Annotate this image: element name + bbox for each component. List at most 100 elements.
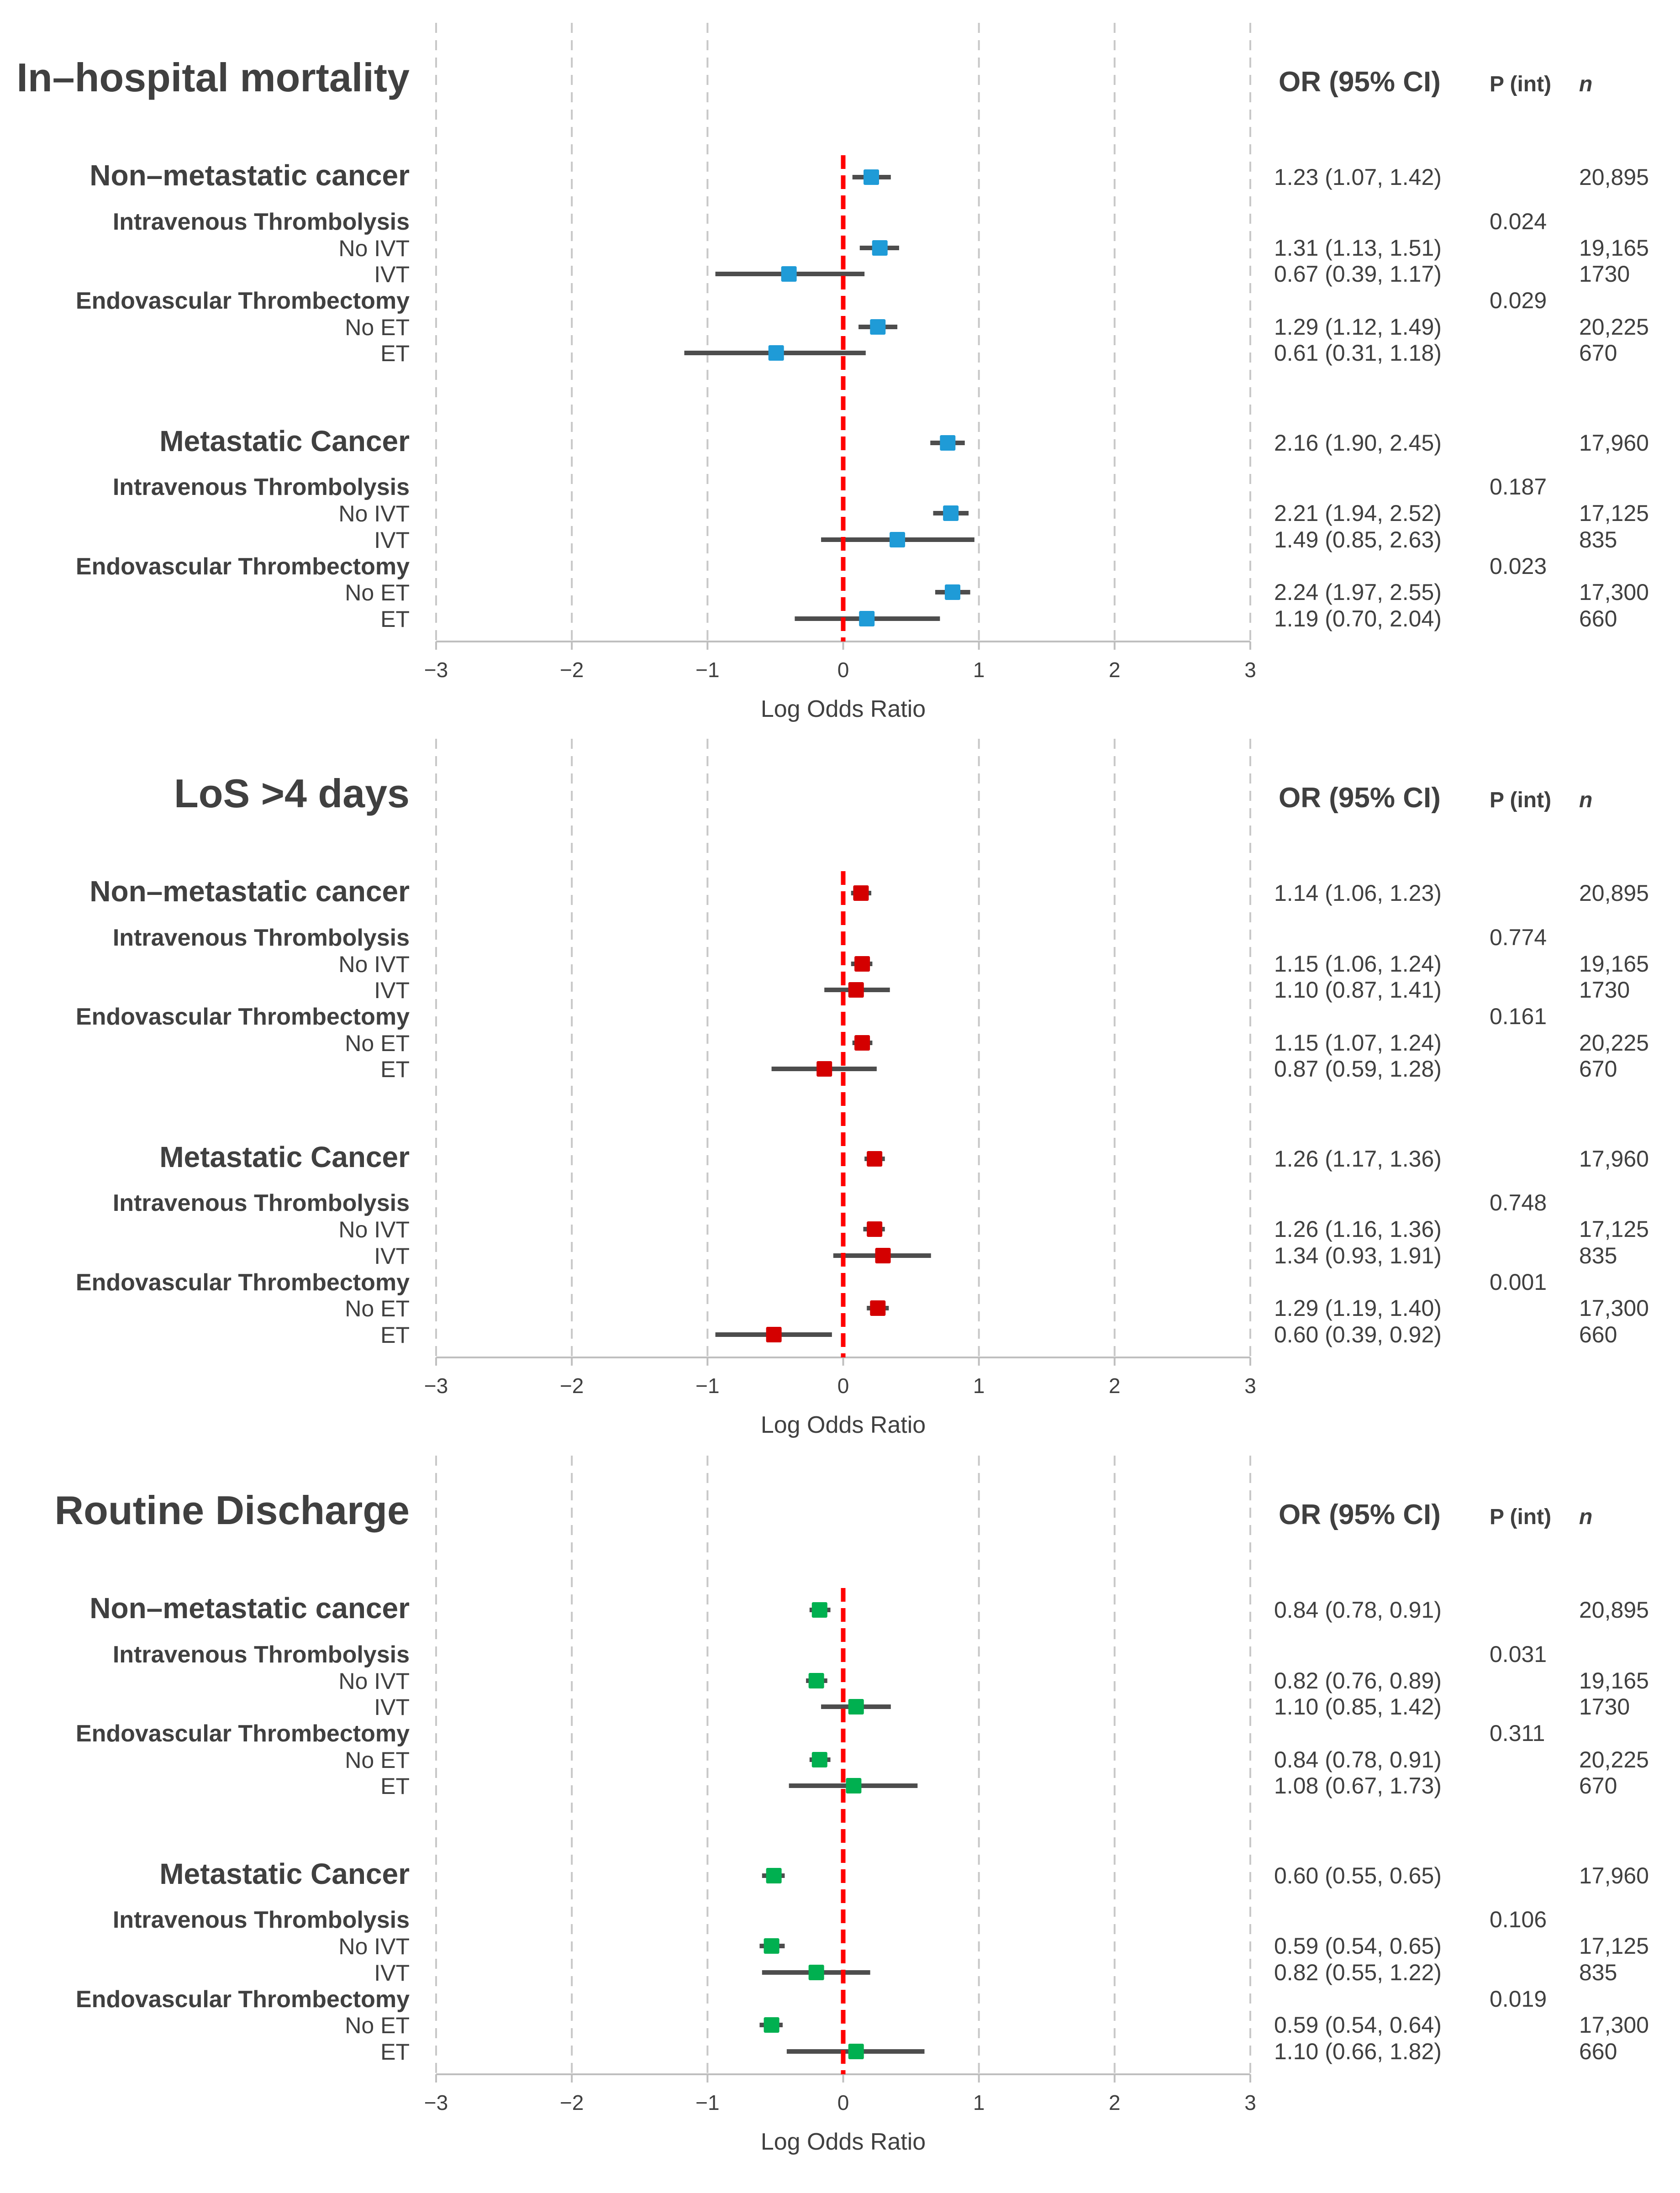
or-value: 1.31 (1.13, 1.51) — [1274, 235, 1442, 261]
x-tick-label: −3 — [424, 1374, 448, 1398]
point-estimate-marker — [864, 169, 879, 185]
row-label: No IVT — [338, 236, 410, 261]
or-value: 0.82 (0.76, 0.89) — [1274, 1668, 1442, 1693]
p-value: 0.019 — [1490, 1986, 1547, 2012]
row-label: No ET — [345, 1031, 410, 1056]
x-tick-label: 1 — [973, 2091, 985, 2114]
or-value: 0.84 (0.78, 0.91) — [1274, 1747, 1442, 1772]
x-tick-label: 0 — [837, 658, 849, 682]
point-estimate-marker — [848, 2044, 864, 2059]
forest-row: No ET 1.29 (1.12, 1.49) 20,225 — [345, 314, 1649, 340]
or-column-header: OR (95% CI) — [1279, 782, 1441, 814]
subgroup-header: Intravenous Thrombolysis — [113, 925, 410, 951]
point-estimate-marker — [764, 2017, 779, 2033]
x-tick-label: −2 — [560, 1374, 584, 1398]
forest-row: IVT 1.34 (0.93, 1.91) 835 — [374, 1243, 1617, 1269]
n-value: 17,300 — [1579, 579, 1649, 605]
or-value: 0.59 (0.54, 0.65) — [1274, 1933, 1442, 1959]
or-value: 1.15 (1.07, 1.24) — [1274, 1030, 1442, 1056]
forest-row: Endovascular Thrombectomy 0.029 — [76, 288, 1547, 314]
or-value: 1.26 (1.16, 1.36) — [1274, 1216, 1442, 1242]
forest-row: No IVT 1.15 (1.06, 1.24) 19,165 — [338, 951, 1649, 977]
subgroup-header: Intravenous Thrombolysis — [113, 1907, 410, 1933]
forest-row: No ET 0.59 (0.54, 0.64) 17,300 — [345, 2012, 1649, 2038]
x-tick-label: 2 — [1109, 1374, 1121, 1398]
point-estimate-marker — [846, 1778, 862, 1793]
subgroup-header: Intravenous Thrombolysis — [113, 1641, 410, 1668]
or-value: 0.60 (0.55, 0.65) — [1274, 1863, 1442, 1888]
or-value: 1.10 (0.87, 1.41) — [1274, 977, 1442, 1003]
forest-row: ET 0.87 (0.59, 1.28) 670 — [380, 1056, 1617, 1082]
x-tick-label: 0 — [837, 1374, 849, 1398]
x-axis-title: Log Odds Ratio — [761, 2129, 926, 2155]
p-value: 0.311 — [1490, 1720, 1545, 1746]
forest-row: No IVT 0.82 (0.76, 0.89) 19,165 — [338, 1668, 1649, 1694]
n-value: 17,125 — [1579, 1216, 1649, 1242]
forest-row: Metastatic Cancer 2.16 (1.90, 2.45) 17,960 — [159, 425, 1649, 458]
subgroup-header: Endovascular Thrombectomy — [76, 1986, 410, 2013]
point-estimate-marker — [940, 435, 956, 451]
forest-row: Intravenous Thrombolysis 0.187 — [113, 474, 1547, 500]
forest-panel-1: −3 −2 −1 0 1 2 3 Log Odds Ratio In–hospital mort… — [16, 23, 1649, 722]
x-tick-label: 0 — [837, 2091, 849, 2114]
subgroup-header: Endovascular Thrombectomy — [76, 553, 410, 580]
forest-row: Metastatic Cancer 0.60 (0.55, 0.65) 17,960 — [159, 1857, 1649, 1890]
point-estimate-marker — [848, 1699, 864, 1714]
or-value: 0.59 (0.54, 0.64) — [1274, 2012, 1442, 2038]
row-label: IVT — [374, 1694, 410, 1720]
point-estimate-marker — [867, 1151, 883, 1167]
row-label: No ET — [345, 580, 410, 605]
n-value: 20,895 — [1579, 164, 1649, 190]
row-label: No IVT — [338, 1217, 410, 1242]
n-value: 1730 — [1579, 261, 1630, 287]
row-label: No ET — [345, 1296, 410, 1321]
point-estimate-marker — [853, 885, 869, 901]
forest-row: Endovascular Thrombectomy 0.001 — [76, 1269, 1547, 1296]
n-value: 20,895 — [1579, 1597, 1649, 1623]
or-value: 0.67 (0.39, 1.17) — [1274, 261, 1442, 287]
point-estimate-marker — [854, 1035, 870, 1051]
row-label: ET — [380, 606, 410, 632]
forest-row: No IVT 1.26 (1.16, 1.36) 17,125 — [338, 1216, 1649, 1242]
x-tick-label: −1 — [695, 2091, 719, 2114]
forest-row: No ET 1.29 (1.19, 1.40) 17,300 — [345, 1295, 1649, 1321]
row-label: No IVT — [338, 501, 410, 526]
p-value: 0.748 — [1490, 1190, 1547, 1215]
point-estimate-marker — [867, 1221, 883, 1237]
or-value: 1.10 (0.85, 1.42) — [1274, 1694, 1442, 1720]
n-value: 670 — [1579, 340, 1617, 366]
forest-row: Intravenous Thrombolysis 0.024 — [113, 209, 1547, 235]
forest-row: Non–metastatic cancer 0.84 (0.78, 0.91) 20… — [90, 1592, 1649, 1625]
n-value: 660 — [1579, 1322, 1617, 1347]
x-tick-label: 1 — [973, 1374, 985, 1398]
or-value: 1.49 (0.85, 2.63) — [1274, 527, 1442, 552]
forest-row: ET 1.10 (0.66, 1.82) 660 — [380, 2039, 1617, 2065]
subgroup-header: Endovascular Thrombectomy — [76, 1720, 410, 1747]
row-label: No IVT — [338, 952, 410, 977]
n-value: 17,125 — [1579, 1933, 1649, 1959]
p-value: 0.187 — [1490, 474, 1547, 500]
point-estimate-marker — [848, 982, 864, 998]
subgroup-header: Endovascular Thrombectomy — [76, 288, 410, 314]
or-value: 1.19 (0.70, 2.04) — [1274, 606, 1442, 631]
point-estimate-marker — [872, 240, 888, 256]
p-column-header: P (int) — [1490, 788, 1551, 812]
point-estimate-marker — [766, 1868, 782, 1883]
or-value: 1.10 (0.66, 1.82) — [1274, 2039, 1442, 2064]
n-value: 670 — [1579, 1056, 1617, 1082]
x-tick-label: 3 — [1244, 658, 1256, 682]
forest-row: IVT 0.82 (0.55, 1.22) 835 — [374, 1960, 1617, 1986]
n-column-header: n — [1579, 72, 1592, 96]
row-label: No ET — [345, 1747, 410, 1773]
or-value: 0.87 (0.59, 1.28) — [1274, 1056, 1442, 1082]
n-value: 20,895 — [1579, 880, 1649, 906]
point-estimate-marker — [816, 1061, 832, 1077]
or-value: 0.82 (0.55, 1.22) — [1274, 1960, 1442, 1985]
n-value: 17,300 — [1579, 2012, 1649, 2038]
forest-row: No IVT 2.21 (1.94, 2.52) 17,125 — [338, 500, 1649, 526]
forest-row: Endovascular Thrombectomy 0.311 — [76, 1720, 1545, 1747]
n-value: 19,165 — [1579, 951, 1649, 977]
x-axis-title: Log Odds Ratio — [761, 1412, 926, 1438]
panel-title: Routine Discharge — [55, 1488, 410, 1533]
point-estimate-marker — [768, 345, 784, 361]
